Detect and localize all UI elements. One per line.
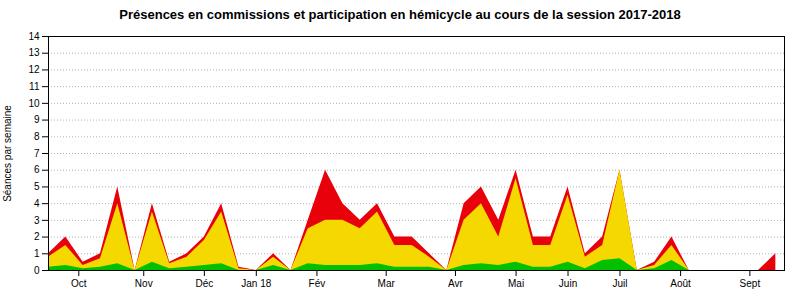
svg-text:14: 14: [28, 31, 40, 42]
svg-text:Séances par semaine: Séances par semaine: [2, 105, 13, 202]
svg-text:2: 2: [34, 231, 40, 242]
svg-text:0: 0: [34, 265, 40, 276]
svg-text:Mar: Mar: [378, 278, 396, 289]
svg-text:5: 5: [34, 181, 40, 192]
svg-text:10: 10: [28, 98, 40, 109]
svg-text:7: 7: [34, 148, 40, 159]
svg-text:6: 6: [34, 164, 40, 175]
svg-text:Mai: Mai: [508, 278, 524, 289]
svg-text:Fév: Fév: [309, 278, 326, 289]
html-text:Présences en commissions et pa: Présences en commissions et participatio…: [119, 7, 681, 22]
svg-text:Août: Août: [670, 278, 691, 289]
svg-text:Juil: Juil: [612, 278, 627, 289]
svg-text:4: 4: [34, 198, 40, 209]
svg-text:Jan 18: Jan 18: [241, 278, 271, 289]
svg-text:13: 13: [28, 47, 40, 58]
svg-text:1: 1: [34, 248, 40, 259]
svg-text:Avr: Avr: [448, 278, 463, 289]
svg-text:Oct: Oct: [71, 278, 87, 289]
svg-text:12: 12: [28, 64, 40, 75]
svg-text:9: 9: [34, 114, 40, 125]
svg-text:Juin: Juin: [559, 278, 577, 289]
svg-text:Sept: Sept: [740, 278, 761, 289]
svg-text:Nov: Nov: [135, 278, 153, 289]
svg-text:3: 3: [34, 215, 40, 226]
svg-text:8: 8: [34, 131, 40, 142]
svg-text:Déc: Déc: [195, 278, 213, 289]
svg-text:11: 11: [29, 81, 40, 92]
